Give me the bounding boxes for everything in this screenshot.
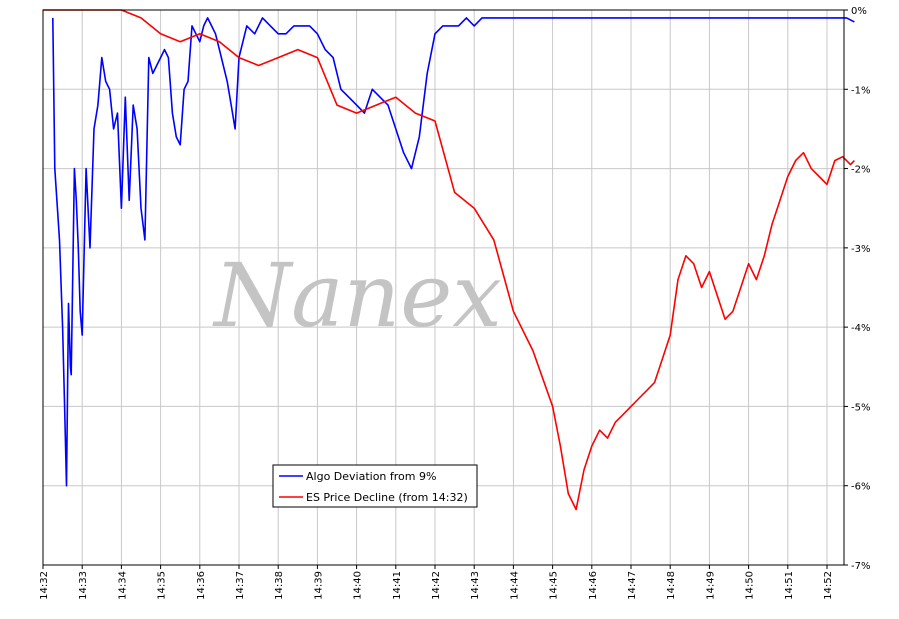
y-tick-label: -2%: [851, 165, 870, 176]
x-tick-label: 14:34: [117, 571, 128, 600]
y-tick-label: -3%: [851, 244, 870, 255]
legend: Algo Deviation from 9% ES Price Decline …: [272, 464, 478, 508]
y-tick-label: -7%: [851, 561, 870, 572]
x-tick-label: 14:44: [509, 571, 520, 600]
x-tick-label: 14:42: [431, 571, 442, 600]
watermark-nanex: Nanex: [212, 244, 502, 347]
x-tick-label: 14:46: [588, 571, 599, 600]
legend-box: [272, 464, 478, 508]
legend-label-es: ES Price Decline (from 14:32): [306, 491, 468, 504]
y-axis: 0% -1% -2% -3% -4% -5% -6% -7%: [844, 6, 870, 572]
x-tick-label: 14:48: [666, 571, 677, 600]
x-tick-label: 14:39: [313, 571, 324, 600]
x-tick-label: 14:38: [274, 571, 285, 600]
series-line-algo-deviation: [52, 17, 855, 487]
x-tick-label: 14:51: [784, 571, 795, 600]
y-tick-label: 0%: [851, 6, 867, 17]
x-axis: 14:32 14:33 14:34 14:35 14:36 14:37 14:38 14:39…: [39, 565, 834, 600]
series-line-es-price-decline: [43, 9, 855, 511]
legend-label-algo: Algo Deviation from 9%: [306, 470, 436, 483]
plot-frame: [42, 9, 845, 566]
x-tick-label: 14:43: [470, 571, 481, 600]
y-tick-label: -1%: [851, 85, 870, 96]
x-tick-label: 14:50: [745, 571, 756, 600]
x-tick-label: 14:47: [627, 571, 638, 600]
x-tick-label: 14:32: [39, 571, 50, 600]
x-tick-label: 14:41: [392, 571, 403, 600]
x-tick-label: 14:45: [549, 571, 560, 600]
x-tick-label: 14:37: [235, 571, 246, 600]
x-tick-label: 14:33: [78, 571, 89, 600]
x-tick-label: 14:36: [196, 571, 207, 600]
y-tick-label: -6%: [851, 482, 870, 493]
y-tick-label: -5%: [851, 402, 870, 413]
x-tick-label: 14:52: [823, 571, 834, 600]
x-tick-label: 14:35: [157, 571, 168, 600]
x-tick-label: 14:49: [705, 571, 716, 600]
series-layer: [43, 9, 855, 511]
x-tick-label: 14:40: [353, 571, 364, 600]
y-tick-label: -4%: [851, 323, 870, 334]
